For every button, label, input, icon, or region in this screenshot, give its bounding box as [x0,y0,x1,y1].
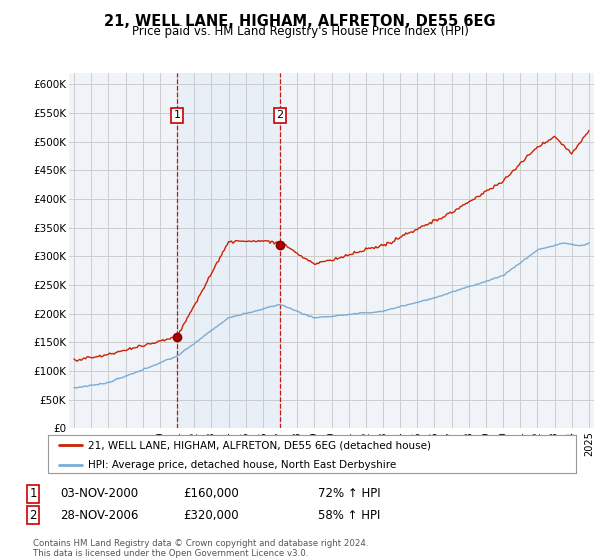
Text: 1: 1 [173,110,181,120]
Text: 58% ↑ HPI: 58% ↑ HPI [318,508,380,522]
Text: 21, WELL LANE, HIGHAM, ALFRETON, DE55 6EG: 21, WELL LANE, HIGHAM, ALFRETON, DE55 6E… [104,14,496,29]
Text: 2: 2 [29,508,37,522]
Text: 28-NOV-2006: 28-NOV-2006 [60,508,139,522]
Text: Price paid vs. HM Land Registry's House Price Index (HPI): Price paid vs. HM Land Registry's House … [131,25,469,38]
Text: 03-NOV-2000: 03-NOV-2000 [60,487,138,501]
Bar [177,73,280,428]
Text: 21, WELL LANE, HIGHAM, ALFRETON, DE55 6EG (detached house): 21, WELL LANE, HIGHAM, ALFRETON, DE55 6E… [88,440,431,450]
Text: Contains HM Land Registry data © Crown copyright and database right 2024.
This d: Contains HM Land Registry data © Crown c… [33,539,368,558]
Text: 2: 2 [277,110,284,120]
Text: 1: 1 [29,487,37,501]
Text: HPI: Average price, detached house, North East Derbyshire: HPI: Average price, detached house, Nort… [88,460,396,470]
Text: £160,000: £160,000 [183,487,239,501]
Text: £320,000: £320,000 [183,508,239,522]
Text: 72% ↑ HPI: 72% ↑ HPI [318,487,380,501]
